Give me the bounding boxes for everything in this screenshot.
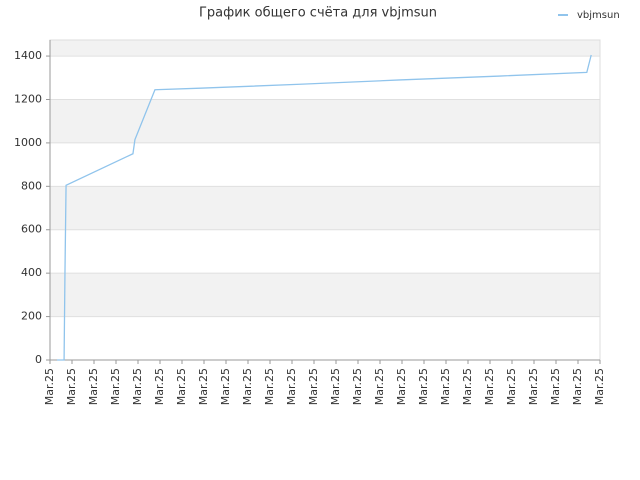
- y-tick-label: 400: [21, 266, 42, 279]
- y-tick-label: 1000: [14, 136, 42, 149]
- grid-band: [50, 186, 600, 230]
- x-tick-label: Mar.25: [549, 368, 562, 405]
- y-tick-label: 0: [35, 353, 42, 366]
- x-tick-label: Mar.25: [65, 368, 78, 405]
- y-tick-label: 600: [21, 223, 42, 236]
- x-tick-label: Mar.25: [461, 368, 474, 405]
- x-tick-label: Mar.25: [351, 368, 364, 405]
- grid-band: [50, 273, 600, 317]
- y-tick-label: 800: [21, 179, 42, 192]
- x-tick-label: Mar.25: [219, 368, 232, 405]
- grid-band: [50, 99, 600, 143]
- x-tick-label: Mar.25: [527, 368, 540, 405]
- x-tick-label: Mar.25: [373, 368, 386, 405]
- x-tick-label: Mar.25: [109, 368, 122, 405]
- x-tick-label: Mar.25: [329, 368, 342, 405]
- x-tick-label: Mar.25: [87, 368, 100, 405]
- x-tick-label: Mar.25: [505, 368, 518, 405]
- x-tick-label: Mar.25: [285, 368, 298, 405]
- x-tick-label: Mar.25: [197, 368, 210, 405]
- x-tick-label: Mar.25: [131, 368, 144, 405]
- series-line: [57, 54, 592, 361]
- legend-label: vbjmsun: [577, 10, 620, 21]
- x-tick-label: Mar.25: [593, 368, 606, 405]
- chart-title: График общего счёта для vbjmsun: [199, 6, 437, 21]
- x-tick-label: Mar.25: [175, 368, 188, 405]
- x-tick-label: Mar.25: [307, 368, 320, 405]
- x-tick-label: Mar.25: [43, 368, 56, 405]
- x-tick-label: Mar.25: [241, 368, 254, 405]
- y-tick-label: 1400: [14, 49, 42, 62]
- x-tick-label: Mar.25: [417, 368, 430, 405]
- x-tick-label: Mar.25: [439, 368, 452, 405]
- x-tick-label: Mar.25: [263, 368, 276, 405]
- y-tick-label: 200: [21, 310, 42, 323]
- x-tick-label: Mar.25: [571, 368, 584, 405]
- y-tick-label: 1200: [14, 92, 42, 105]
- x-tick-label: Mar.25: [483, 368, 496, 405]
- x-tick-label: Mar.25: [395, 368, 408, 405]
- grid-band: [50, 40, 600, 57]
- x-tick-label: Mar.25: [153, 368, 166, 405]
